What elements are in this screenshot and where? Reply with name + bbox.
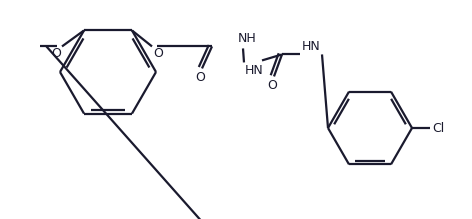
Text: O: O xyxy=(51,48,61,60)
Text: O: O xyxy=(267,79,277,92)
Text: Cl: Cl xyxy=(432,122,444,134)
Text: NH: NH xyxy=(238,32,257,45)
Text: HN: HN xyxy=(302,41,321,53)
Text: HN: HN xyxy=(245,64,264,78)
Text: O: O xyxy=(195,71,205,85)
Text: O: O xyxy=(153,48,163,60)
